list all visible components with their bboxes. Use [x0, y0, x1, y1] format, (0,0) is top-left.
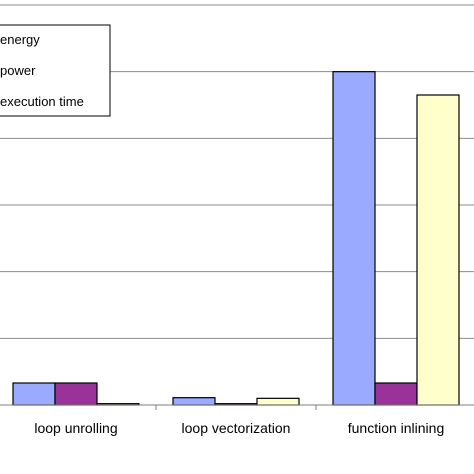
bar-power-2 — [374, 382, 418, 406]
legend: energy power execution time — [0, 24, 111, 117]
bar-energy-2 — [332, 71, 376, 406]
bar-energy-1 — [172, 397, 216, 406]
x-tick-label: function inlining — [348, 420, 445, 436]
x-ticks — [155, 405, 317, 410]
legend-label-execution-time: execution time — [0, 94, 84, 109]
legend-box — [0, 24, 111, 117]
legend-label-power: power — [0, 63, 36, 78]
bar-execution-time-2 — [416, 94, 460, 406]
bar-energy-0 — [12, 382, 56, 406]
x-tick-labels: loop unrolling loop vectorization function… — [34, 420, 444, 436]
bar-power-0 — [54, 382, 98, 406]
bar-execution-time-1 — [256, 397, 300, 406]
bars — [12, 71, 460, 406]
legend-label-energy: energy — [0, 32, 40, 47]
x-tick-label: loop vectorization — [182, 420, 291, 436]
x-tick-label: loop unrolling — [34, 420, 117, 436]
